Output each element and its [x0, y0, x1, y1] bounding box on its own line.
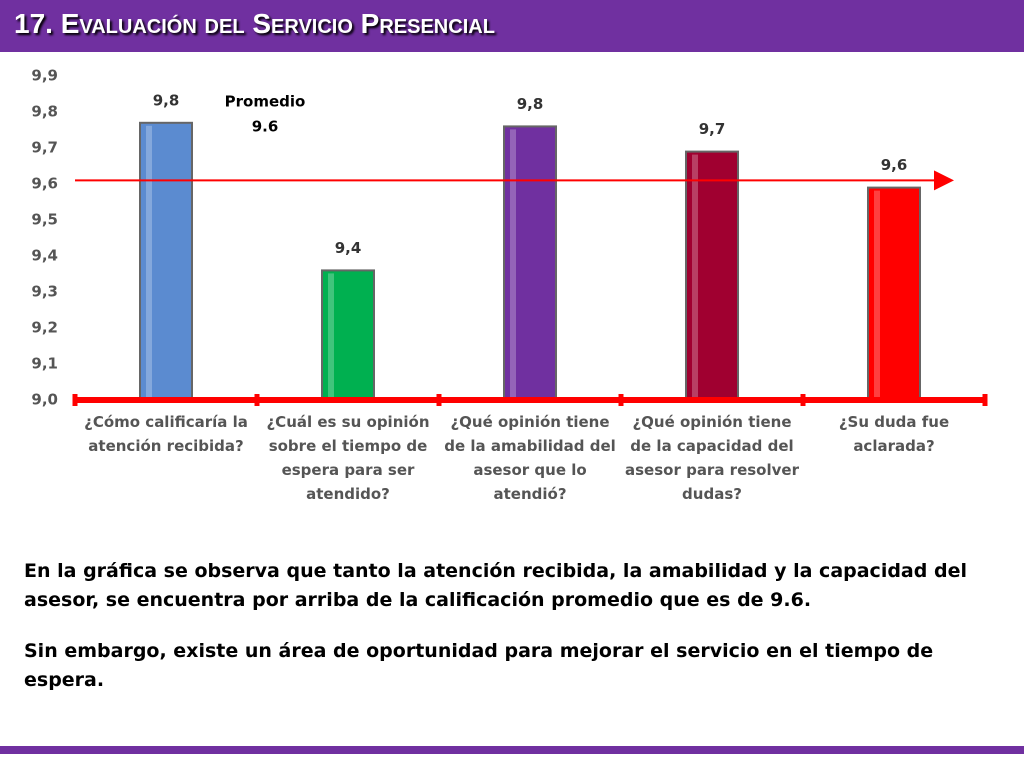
y-tick-label: 9,2	[31, 319, 58, 337]
data-label: 9,8	[517, 95, 544, 113]
y-tick-label: 9,0	[31, 391, 58, 409]
data-label: 9,8	[153, 91, 180, 109]
y-tick-label: 9,4	[31, 247, 58, 265]
header: 17. Evaluación del Servicio Presencial	[0, 0, 1024, 52]
y-tick-label: 9,3	[31, 283, 58, 301]
paragraph: En la gráfica se observa que tanto la at…	[24, 560, 967, 611]
data-label: 9,7	[699, 120, 726, 138]
bar-highlight	[510, 129, 516, 400]
y-tick-label: 9,5	[31, 211, 58, 229]
y-tick-label: 9,8	[31, 103, 58, 121]
bar-highlight	[874, 190, 880, 400]
x-tick-label: ¿Cómo calificaría la atención recibida?	[84, 413, 248, 455]
x-tick-label: ¿Su duda fue aclarada?	[838, 413, 950, 455]
paragraph: Sin embargo, existe un área de oportunid…	[24, 640, 934, 691]
bar-highlight	[692, 154, 698, 400]
x-tick-label: ¿Cuál es su opinión sobre el tiempo de e…	[266, 413, 430, 503]
data-label: 9,4	[335, 239, 362, 257]
y-tick-label: 9,7	[31, 139, 58, 157]
data-label: 9,6	[881, 156, 908, 174]
bar	[685, 150, 739, 401]
bar-highlight	[328, 273, 334, 400]
title: 17. Evaluación del Servicio Presencial	[14, 8, 495, 39]
y-tick-label: 9,6	[31, 175, 58, 193]
chart: 9,0 9,1 9,2 9,3 9,4 9,5 9,6 9,7 9,8 9,9 9,8 9,4 9,8 9…	[31, 67, 988, 409]
bar	[139, 121, 193, 402]
x-tick-label: ¿Qué opinión tiene de la capacidad del a…	[625, 413, 799, 503]
text-block: En la gráfica se observa que tanto la at…	[24, 557, 1004, 717]
bar	[321, 269, 375, 401]
annotation: 9.6	[252, 118, 279, 136]
y-tick-label: 9,9	[31, 67, 58, 85]
footer-bar	[0, 746, 1024, 754]
annotation: Promedio	[225, 93, 306, 111]
x-tick-label: ¿Qué opinión tiene de la amabilidad del …	[444, 413, 616, 503]
y-tick-label: 9,1	[31, 355, 58, 373]
bar	[867, 186, 921, 401]
bar-highlight	[146, 125, 152, 401]
